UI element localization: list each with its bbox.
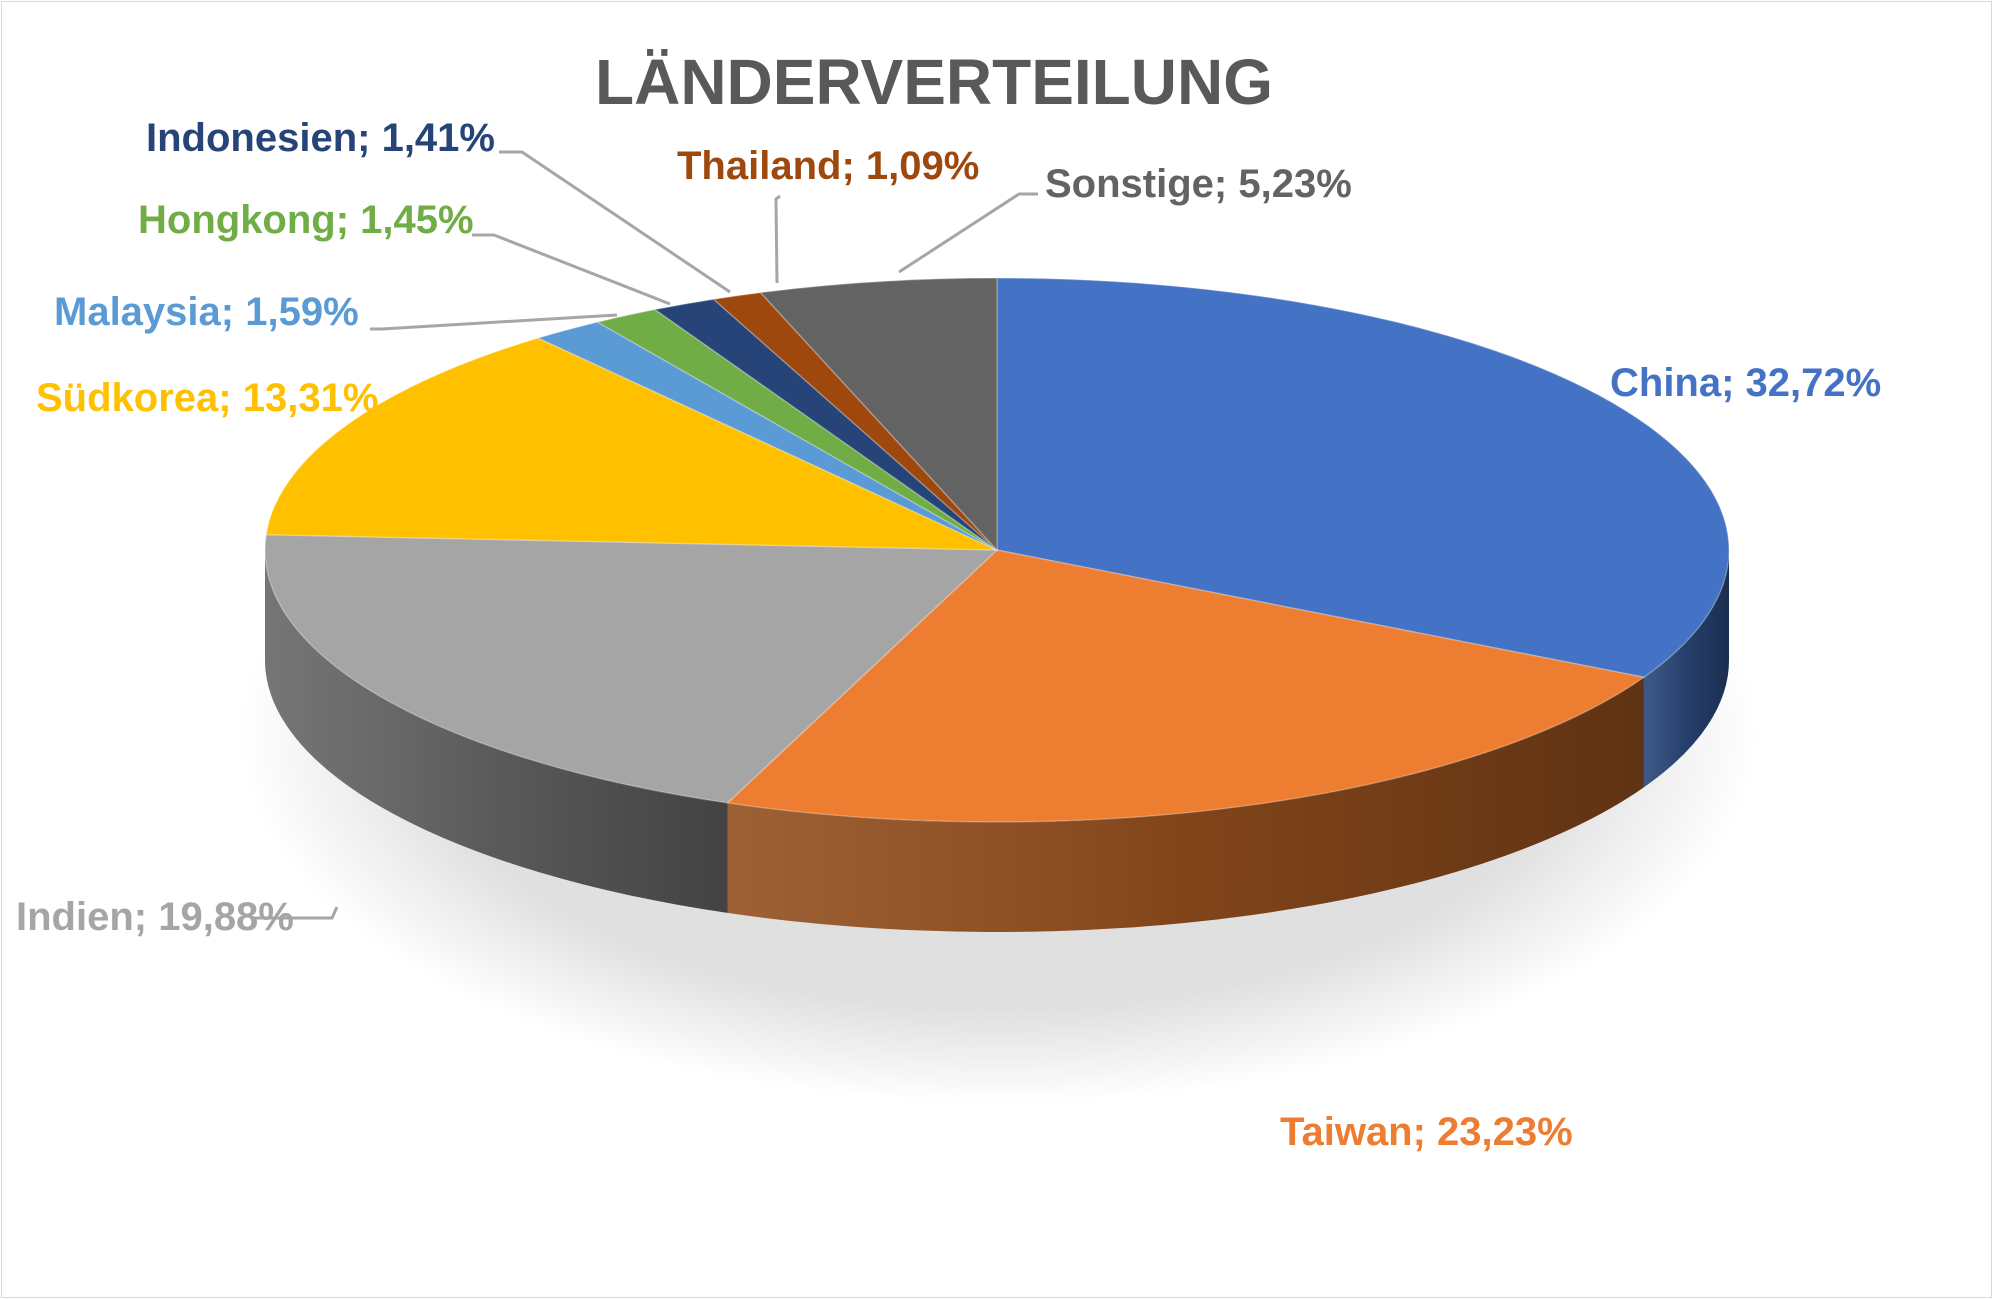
chart-title: LÄNDERVERTEILUNG <box>595 46 1273 118</box>
slice-sonstige <box>759 277 998 552</box>
leader-line-thailand <box>774 194 781 284</box>
label-hongkong: Hongkong; 1,45% <box>138 198 474 242</box>
slice-suedkorea <box>265 337 998 551</box>
pie-sides <box>265 550 1729 932</box>
slice-indien <box>264 533 999 804</box>
leader-lines <box>252 150 1038 920</box>
data-labels: China; 32,72% Taiwan; 23,23% Indien; 19,88… <box>16 116 1881 1154</box>
label-suedkorea: Südkorea; 13,31% <box>36 376 378 420</box>
slice-hongkong <box>595 308 998 551</box>
label-indien: Indien; 19,88% <box>16 895 294 939</box>
label-thailand: Thailand; 1,09% <box>677 144 979 188</box>
side-shade-china <box>1643 550 1729 788</box>
leader-line-sonstige <box>898 192 1038 274</box>
slice-taiwan <box>725 549 1646 823</box>
leader-line-indonesien <box>499 150 731 294</box>
label-indonesien: Indonesien; 1,41% <box>146 116 495 160</box>
label-malaysia: Malaysia; 1,59% <box>54 290 359 334</box>
leader-line-hongkong <box>472 233 671 306</box>
label-taiwan: Taiwan; 23,23% <box>1280 1110 1573 1154</box>
slice-thailand <box>711 291 998 551</box>
leader-line-malaysia <box>370 313 618 331</box>
slice-malaysia <box>536 321 998 551</box>
label-sonstige: Sonstige; 5,23% <box>1045 162 1352 206</box>
leader-line-indien <box>252 906 339 920</box>
label-china: China; 32,72% <box>1610 361 1881 405</box>
side-shade-indien <box>265 550 728 913</box>
slice-indonesien <box>653 298 998 551</box>
side-shade-taiwan <box>727 677 1644 932</box>
slice-china <box>996 277 1730 679</box>
pie-tops <box>264 277 1730 823</box>
